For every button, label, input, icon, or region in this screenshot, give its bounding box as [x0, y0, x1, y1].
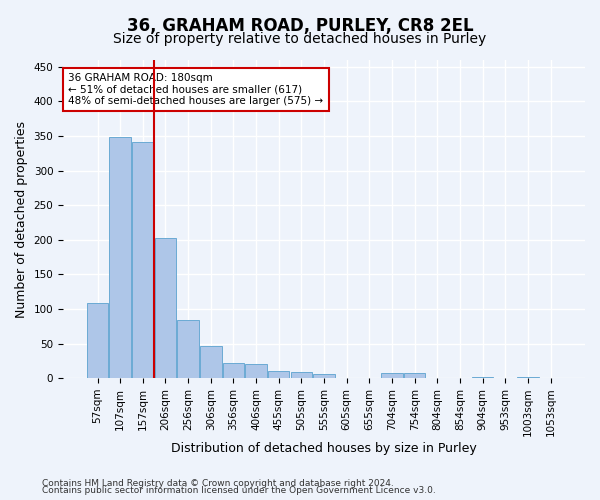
Bar	[109, 137, 131, 378]
Bar	[404, 374, 425, 378]
Bar	[200, 346, 221, 378]
Bar	[517, 376, 539, 378]
Y-axis label: Number of detached properties: Number of detached properties	[15, 120, 28, 318]
Bar	[155, 238, 176, 378]
Bar	[87, 304, 108, 378]
Text: Contains public sector information licensed under the Open Government Licence v3: Contains public sector information licen…	[42, 486, 436, 495]
Bar	[178, 320, 199, 378]
X-axis label: Distribution of detached houses by size in Purley: Distribution of detached houses by size …	[171, 442, 477, 455]
Bar	[245, 364, 267, 378]
Bar	[223, 363, 244, 378]
Bar	[290, 372, 312, 378]
Text: 36, GRAHAM ROAD, PURLEY, CR8 2EL: 36, GRAHAM ROAD, PURLEY, CR8 2EL	[127, 18, 473, 36]
Text: 36 GRAHAM ROAD: 180sqm
← 51% of detached houses are smaller (617)
48% of semi-de: 36 GRAHAM ROAD: 180sqm ← 51% of detached…	[68, 72, 323, 106]
Bar	[381, 374, 403, 378]
Bar	[313, 374, 335, 378]
Text: Contains HM Land Registry data © Crown copyright and database right 2024.: Contains HM Land Registry data © Crown c…	[42, 478, 394, 488]
Bar	[472, 376, 493, 378]
Bar	[268, 371, 289, 378]
Text: Size of property relative to detached houses in Purley: Size of property relative to detached ho…	[113, 32, 487, 46]
Bar	[132, 142, 154, 378]
